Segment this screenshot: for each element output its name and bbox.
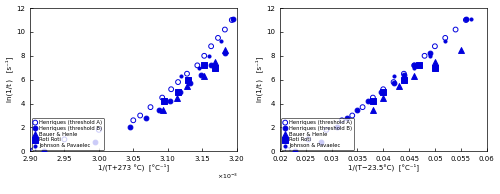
Johnson & Pavaelec bbox=[467, 17, 475, 20]
Henriques (threshold B) bbox=[317, 140, 325, 143]
Henriques (threshold B) bbox=[186, 82, 194, 85]
Henriques (threshold B) bbox=[92, 140, 100, 143]
Henriques (threshold B) bbox=[207, 64, 215, 67]
Bauer & Henle bbox=[379, 96, 387, 99]
Henriques (threshold A) bbox=[183, 72, 191, 75]
Henriques (threshold A) bbox=[214, 36, 222, 39]
Bauer & Henle bbox=[159, 108, 167, 111]
Henriques (threshold A) bbox=[379, 88, 387, 91]
Henriques (threshold B) bbox=[126, 126, 134, 129]
Henriques (threshold A) bbox=[194, 64, 202, 67]
Y-axis label: ln(1/t )   [s⁻¹]: ln(1/t ) [s⁻¹] bbox=[256, 57, 264, 102]
Bauer & Henle bbox=[431, 60, 439, 63]
Henriques (threshold B) bbox=[221, 52, 229, 55]
Roti Roti bbox=[416, 64, 424, 67]
Henriques (threshold A) bbox=[420, 54, 428, 57]
Bauer & Henle bbox=[183, 84, 191, 87]
Henriques (threshold B) bbox=[156, 108, 164, 111]
Johnson & Pavaelec bbox=[441, 40, 449, 43]
Henriques (threshold A) bbox=[284, 149, 292, 152]
Henriques (threshold A) bbox=[200, 54, 208, 57]
Roti Roti bbox=[184, 78, 192, 81]
Henriques (threshold A) bbox=[400, 72, 408, 75]
Henriques (threshold B) bbox=[400, 73, 408, 76]
Henriques (threshold A) bbox=[167, 88, 175, 91]
Henriques (threshold B) bbox=[462, 17, 470, 20]
Henriques (threshold A) bbox=[338, 119, 346, 122]
Bauer & Henle bbox=[410, 74, 418, 78]
Johnson & Pavaelec bbox=[205, 54, 213, 57]
Henriques (threshold B) bbox=[142, 116, 150, 120]
Henriques (threshold A) bbox=[228, 18, 236, 22]
Johnson & Pavaelec bbox=[390, 74, 398, 78]
Henriques (threshold A) bbox=[369, 96, 377, 99]
Johnson & Pavaelec bbox=[218, 40, 226, 43]
Henriques (threshold A) bbox=[452, 28, 460, 31]
Henriques (threshold A) bbox=[441, 36, 449, 39]
Roti Roti bbox=[400, 78, 408, 81]
Henriques (threshold A) bbox=[207, 45, 215, 48]
Henriques (threshold A) bbox=[30, 149, 38, 152]
Henriques (threshold B) bbox=[166, 100, 174, 103]
Roti Roti bbox=[379, 90, 387, 93]
Henriques (threshold B) bbox=[364, 100, 372, 103]
Henriques (threshold A) bbox=[322, 128, 330, 131]
Henriques (threshold A) bbox=[304, 138, 312, 141]
Henriques (threshold B) bbox=[426, 52, 434, 55]
Henriques (threshold A) bbox=[146, 106, 154, 109]
Henriques (threshold B) bbox=[354, 108, 362, 111]
Henriques (threshold A) bbox=[174, 81, 182, 84]
Henriques (threshold B) bbox=[410, 64, 418, 67]
Johnson & Pavaelec bbox=[426, 54, 434, 57]
Text: $\times 10^{-3}$: $\times 10^{-3}$ bbox=[218, 171, 238, 181]
X-axis label: 1/(T+273 °C)  [°C⁻¹]: 1/(T+273 °C) [°C⁻¹] bbox=[98, 164, 169, 171]
Henriques (threshold B) bbox=[376, 90, 384, 93]
Johnson & Pavaelec bbox=[229, 17, 237, 20]
Henriques (threshold A) bbox=[221, 28, 229, 31]
Johnson & Pavaelec bbox=[194, 66, 202, 69]
Roti Roti bbox=[200, 64, 208, 67]
Bauer & Henle bbox=[200, 74, 208, 78]
Roti Roti bbox=[210, 66, 218, 69]
Henriques (threshold A) bbox=[130, 119, 138, 122]
Henriques (threshold B) bbox=[197, 73, 205, 76]
Henriques (threshold A) bbox=[462, 18, 470, 22]
Henriques (threshold A) bbox=[158, 96, 166, 99]
Henriques (threshold A) bbox=[390, 81, 398, 84]
Henriques (threshold A) bbox=[136, 114, 144, 117]
Henriques (threshold B) bbox=[292, 149, 300, 152]
Roti Roti bbox=[160, 100, 168, 103]
Roti Roti bbox=[174, 90, 182, 93]
Y-axis label: ln(1/t )   [s⁻¹]: ln(1/t ) [s⁻¹] bbox=[6, 57, 14, 102]
Henriques (threshold B) bbox=[390, 82, 398, 85]
Legend: Henriques (threshold A), Henriques (threshold B), Bauer & Henle, Roti Roti, John: Henriques (threshold A), Henriques (thre… bbox=[32, 118, 104, 150]
Henriques (threshold B) bbox=[332, 126, 340, 129]
Bauer & Henle bbox=[172, 96, 180, 99]
Henriques (threshold A) bbox=[95, 128, 103, 131]
Johnson & Pavaelec bbox=[410, 66, 418, 69]
Roti Roti bbox=[431, 66, 439, 69]
Henriques (threshold A) bbox=[60, 138, 68, 141]
Henriques (threshold A) bbox=[410, 64, 418, 67]
Henriques (threshold B) bbox=[343, 116, 351, 120]
Bauer & Henle bbox=[210, 60, 218, 63]
Bauer & Henle bbox=[369, 108, 377, 111]
Henriques (threshold A) bbox=[348, 114, 356, 117]
Henriques (threshold B) bbox=[176, 90, 184, 93]
Henriques (threshold B) bbox=[40, 149, 48, 152]
Roti Roti bbox=[369, 100, 377, 103]
Bauer & Henle bbox=[394, 84, 402, 87]
Henriques (threshold A) bbox=[358, 106, 366, 109]
Henriques (threshold A) bbox=[431, 45, 439, 48]
Henriques (threshold B) bbox=[229, 17, 237, 20]
X-axis label: 1/(T−23.5°C)  [°C⁻¹]: 1/(T−23.5°C) [°C⁻¹] bbox=[348, 164, 418, 171]
Legend: Henriques (threshold A), Henriques (threshold B), Bauer & Henle, Roti Roti, John: Henriques (threshold A), Henriques (thre… bbox=[282, 118, 354, 150]
Johnson & Pavaelec bbox=[178, 74, 186, 78]
Bauer & Henle bbox=[456, 48, 464, 51]
Bauer & Henle bbox=[221, 48, 229, 51]
